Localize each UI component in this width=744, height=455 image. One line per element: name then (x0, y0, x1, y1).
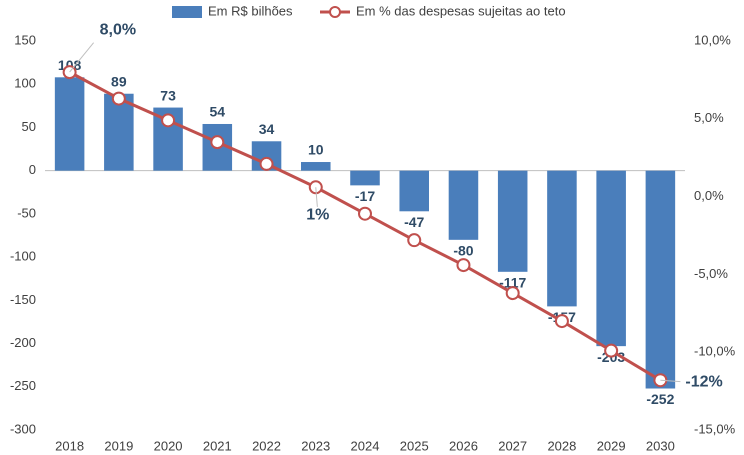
bar (104, 93, 134, 171)
line-value-label: 1% (306, 206, 329, 223)
x-tick-label: 2023 (301, 438, 330, 453)
y2-tick-label: 10,0% (694, 32, 731, 47)
bar-value-label: -17 (355, 188, 375, 204)
line-marker (358, 206, 372, 221)
bar (547, 170, 577, 307)
bar (497, 170, 528, 272)
line-value-label: -12% (685, 373, 722, 390)
y-tick-label: 0 (29, 162, 36, 177)
line-marker (111, 91, 126, 106)
x-tick-label: 2025 (400, 438, 429, 453)
line-marker (505, 286, 520, 301)
y2-tick-label: -15,0% (694, 421, 736, 436)
y2-tick-label: 5,0% (694, 110, 724, 125)
y2-tick-label: 0,0% (694, 188, 724, 203)
x-tick-label: 2030 (646, 438, 675, 453)
bar-value-label: 10 (308, 142, 324, 158)
legend-swatch (172, 6, 202, 18)
bar (596, 170, 626, 347)
x-tick-label: 2029 (597, 438, 626, 453)
y-tick-label: -200 (10, 335, 36, 350)
y-tick-label: -150 (10, 292, 36, 307)
bar-value-label: -47 (404, 214, 424, 230)
legend-label: Em R$ bilhões (208, 3, 293, 18)
line-marker (407, 233, 422, 248)
line-marker (456, 258, 471, 273)
y2-tick-label: -5,0% (694, 266, 728, 281)
bar (645, 170, 676, 389)
x-tick-label: 2021 (203, 438, 232, 453)
legend: Em R$ bilhões Em % das despesas sujeitas … (172, 3, 566, 18)
bar-value-label: -117 (499, 275, 526, 291)
x-tick-label: 2019 (104, 438, 133, 453)
leader-line (69, 42, 95, 73)
x-tick-label: 2026 (449, 438, 478, 453)
y2-tick-label: -10,0% (694, 344, 736, 359)
x-tick-label: 2018 (55, 438, 84, 453)
bar (54, 77, 85, 171)
legend-marker (329, 6, 341, 18)
line-marker (161, 113, 176, 128)
bar-value-label: 54 (210, 104, 226, 120)
bar-value-label: -252 (646, 391, 674, 407)
x-tick-label: 2022 (252, 438, 281, 453)
y-tick-label: -300 (10, 421, 36, 436)
bar-value-label: 89 (111, 73, 127, 89)
bar (448, 170, 479, 240)
bar-value-label: -80 (453, 243, 473, 259)
y-tick-label: 50 (22, 119, 36, 134)
line-marker (554, 314, 569, 329)
y-tick-label: -50 (17, 205, 36, 220)
x-tick-label: 2027 (498, 438, 527, 453)
bar-value-label: 73 (160, 87, 176, 103)
legend-label: Em % das despesas sujeitas ao teto (356, 3, 566, 18)
y-tick-label: 150 (14, 32, 36, 47)
line-marker (210, 135, 225, 150)
line-marker (259, 156, 274, 171)
y-tick-label: -250 (10, 378, 36, 393)
leader-line (660, 379, 681, 383)
x-tick-label: 2020 (154, 438, 183, 453)
bar-value-label: 34 (259, 121, 275, 137)
bar (399, 170, 429, 212)
y-tick-label: -100 (10, 249, 36, 264)
x-tick-label: 2024 (351, 438, 380, 453)
bar (350, 170, 380, 186)
line-value-label: 8,0% (100, 21, 136, 38)
x-tick-label: 2028 (547, 438, 576, 453)
line-marker (604, 343, 619, 358)
y-tick-label: 100 (14, 76, 36, 91)
leader-line (315, 187, 318, 207)
bar (301, 162, 331, 171)
